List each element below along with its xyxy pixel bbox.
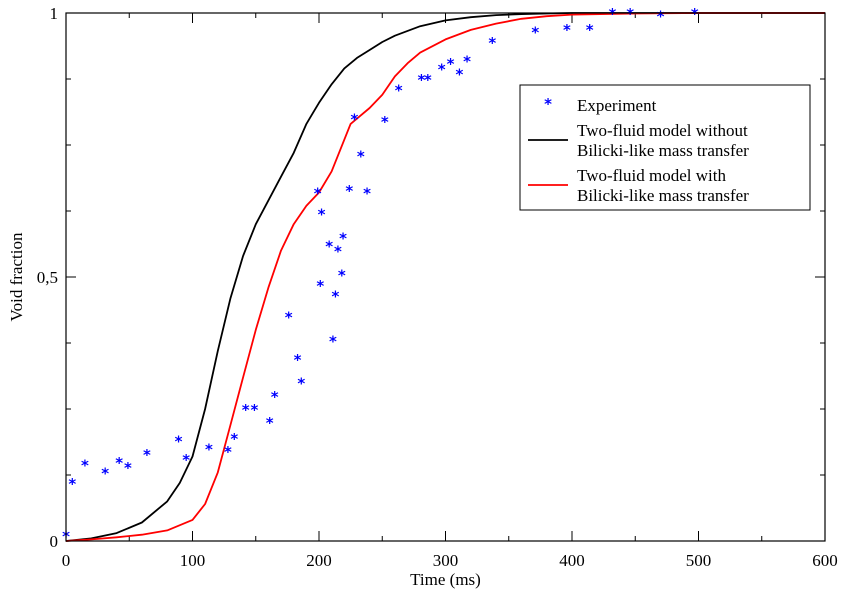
y-tick-label: 0 <box>50 532 59 551</box>
data-point: * <box>363 185 371 203</box>
legend-label: Bilicki-like mass transfer <box>577 141 749 160</box>
data-point: * <box>332 287 340 305</box>
data-point: * <box>418 71 426 89</box>
legend-label: Two-fluid model without <box>577 121 748 140</box>
x-tick-label: 300 <box>433 551 459 570</box>
data-point: * <box>345 182 353 200</box>
data-point: * <box>266 414 274 432</box>
data-point: * <box>334 243 342 261</box>
x-tick-label: 500 <box>686 551 712 570</box>
data-point: * <box>314 185 322 203</box>
data-point: * <box>325 237 333 255</box>
y-tick-label: 0,5 <box>37 268 58 287</box>
data-point: * <box>242 401 250 419</box>
legend-label: Two-fluid model with <box>577 166 726 185</box>
data-point: * <box>271 388 279 406</box>
x-tick-label: 600 <box>812 551 838 570</box>
series-line <box>65 12 825 542</box>
data-point: * <box>175 433 183 451</box>
x-tick-label: 0 <box>62 551 71 570</box>
data-point: * <box>224 443 232 461</box>
data-point: * <box>318 206 326 224</box>
tick-labels: 0 100 200 300 400 500 600 0 0,5 1 <box>37 4 838 570</box>
data-point: * <box>463 53 471 71</box>
data-point: * <box>609 5 617 23</box>
data-point: * <box>350 111 358 129</box>
data-point: * <box>455 66 463 84</box>
data-point: * <box>294 351 302 369</box>
data-point: * <box>338 266 346 284</box>
y-tick-label: 1 <box>50 4 59 23</box>
data-point: * <box>563 21 571 39</box>
data-point: * <box>68 475 76 493</box>
data-point: * <box>101 464 109 482</box>
series-line <box>65 12 825 542</box>
data-point: * <box>626 5 634 23</box>
data-point: * <box>182 451 190 469</box>
plot-frame <box>65 12 826 542</box>
data-point: * <box>447 55 455 73</box>
data-point: * <box>251 401 259 419</box>
data-point: * <box>143 446 151 464</box>
data-point: * <box>115 454 123 472</box>
data-point: * <box>424 71 432 89</box>
legend-marker: * <box>544 95 552 113</box>
data-point: * <box>124 459 132 477</box>
data-point: * <box>81 456 89 474</box>
data-point: * <box>438 60 446 78</box>
data-point: * <box>531 23 539 41</box>
y-axis-title: Void fraction <box>7 232 26 321</box>
legend-label: Bilicki-like mass transfer <box>577 186 749 205</box>
x-tick-label: 100 <box>180 551 206 570</box>
series-layer: *** ** ***** *** ************************ ***… <box>62 5 825 546</box>
data-point: * <box>586 21 594 39</box>
data-point: * <box>339 229 347 247</box>
data-point: * <box>691 5 699 23</box>
x-tick-label: 400 <box>559 551 585 570</box>
data-point: * <box>205 441 213 459</box>
x-tick-label: 200 <box>306 551 332 570</box>
data-point: * <box>657 8 665 26</box>
data-point: * <box>230 430 238 448</box>
data-point: * <box>395 82 403 100</box>
legend-label: Experiment <box>577 96 657 115</box>
x-axis-title: Time (ms) <box>410 570 481 589</box>
data-point: * <box>297 375 305 393</box>
data-point: * <box>381 113 389 131</box>
data-point: * <box>316 277 324 295</box>
data-point: * <box>357 148 365 166</box>
data-point: * <box>488 34 496 52</box>
data-point: * <box>329 332 337 350</box>
data-point: * <box>285 309 293 327</box>
legend-box <box>519 84 811 211</box>
